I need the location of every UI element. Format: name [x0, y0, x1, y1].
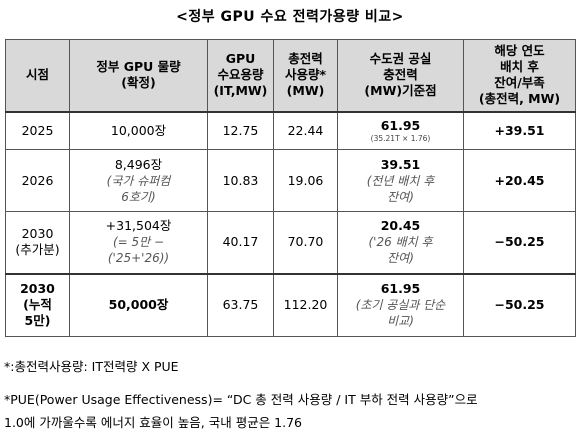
cell-remaining: −50.25 [463, 272, 576, 337]
table-row: 2026 8,496장 (국가 슈퍼컴 6호기) 10.83 19.06 39.… [5, 149, 576, 212]
cell-period: 2026 [5, 149, 70, 212]
cell-gpu: 50,000장 [69, 272, 208, 337]
cell-remaining: −50.25 [463, 211, 576, 274]
cell-period: 2030 (추가분) [5, 211, 70, 274]
gpu-power-table: 시점 정부 GPU 물량 (확정) GPU 수요용량 (IT,MW) 총전력 사… [5, 39, 576, 337]
table-row: 2030 (추가분) +31,504장 (= 5만 − ('25+'26)) 4… [5, 211, 576, 274]
header-total-power: 총전력 사용량* (MW) [273, 39, 338, 112]
table-row: 2025 10,000장 12.75 22.44 61.95 (35.21T ×… [5, 110, 576, 150]
cell-capacity: 39.51 (전년 배치 후 잔여) [337, 149, 464, 212]
cell-remaining: +20.45 [463, 149, 576, 212]
table-row: 2030 (누적 5만) 50,000장 63.75 112.20 61.95 … [5, 272, 576, 337]
cell-it-mw: 10.83 [207, 149, 274, 212]
cell-period: 2030 (누적 5만) [5, 272, 70, 337]
table-header-row: 시점 정부 GPU 물량 (확정) GPU 수요용량 (IT,MW) 총전력 사… [5, 39, 576, 112]
header-period: 시점 [5, 39, 70, 112]
cell-capacity: 20.45 ('26 배치 후 잔여) [337, 211, 464, 274]
footnote-pue: *PUE(Power Usage Effectiveness)= “DC 총 전… [4, 391, 578, 431]
cell-capacity: 61.95 (35.21T × 1.76) [337, 110, 464, 150]
footnote-pue-line1: *PUE(Power Usage Effectiveness)= “DC 총 전… [4, 392, 478, 407]
header-capital-capacity: 수도권 공실 충전력 (MW)기준점 [337, 39, 464, 112]
cell-remaining: +39.51 [463, 110, 576, 150]
cell-it-mw: 40.17 [207, 211, 274, 274]
cell-period: 2025 [5, 110, 70, 150]
header-remaining: 해당 연도 배치 후 잔여/부족 (총전력, MW) [463, 39, 576, 112]
cell-total-mw: 19.06 [273, 149, 338, 212]
cell-gpu: 8,496장 (국가 슈퍼컴 6호기) [69, 149, 208, 212]
cell-it-mw: 12.75 [207, 110, 274, 150]
cell-total-mw: 22.44 [273, 110, 338, 150]
header-gpu-quantity: 정부 GPU 물량 (확정) [69, 39, 208, 112]
cell-total-mw: 70.70 [273, 211, 338, 274]
footnote-pue-line2: 1.0에 가까울수록 에너지 효율이 높음, 국내 평균은 1.76 [4, 415, 302, 430]
cell-it-mw: 63.75 [207, 272, 274, 337]
cell-capacity: 61.95 (초기 공실과 단순 비교) [337, 272, 464, 337]
page-title: <정부 GPU 수요 전력가용량 비교> [176, 9, 404, 25]
cell-gpu: 10,000장 [69, 110, 208, 150]
footnote-total-power: *:총전력사용량: IT전력량 X PUE [4, 359, 179, 374]
header-gpu-demand: GPU 수요용량 (IT,MW) [207, 39, 274, 112]
cell-gpu: +31,504장 (= 5만 − ('25+'26)) [69, 211, 208, 274]
cell-total-mw: 112.20 [273, 272, 338, 337]
